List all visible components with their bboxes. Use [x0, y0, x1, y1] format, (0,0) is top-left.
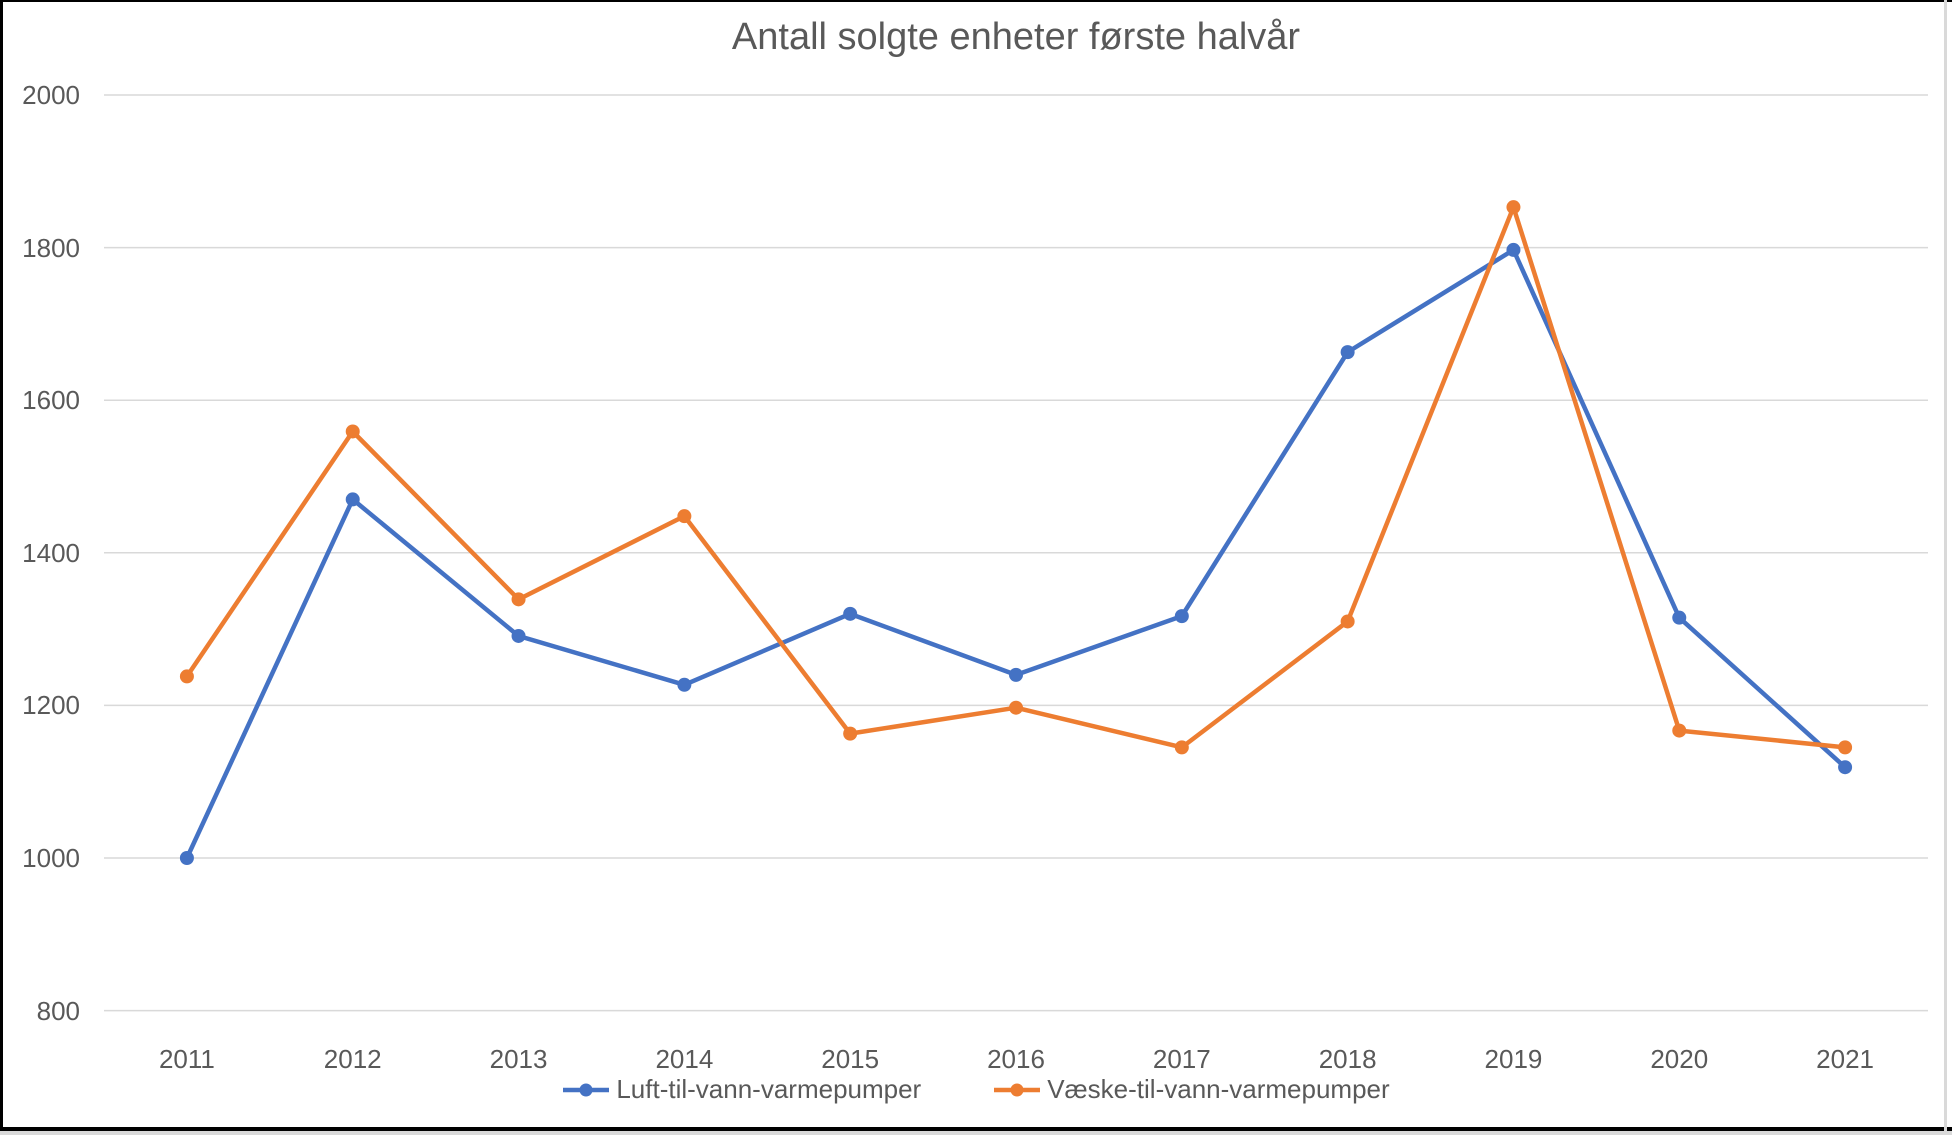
- data-point-0-2018: [1340, 345, 1355, 360]
- data-point-0-2011: [179, 851, 194, 865]
- x-tick-label-2015: 2015: [821, 1044, 880, 1074]
- data-point-1-2020: [1672, 723, 1687, 738]
- x-tick-label-2020: 2020: [1650, 1044, 1709, 1074]
- data-point-1-2019: [1506, 200, 1521, 215]
- series-line-1: [184, 204, 1848, 750]
- legend-line-marker-vaeske-icon: [994, 1083, 1041, 1096]
- data-point-1-2014: [677, 509, 692, 524]
- data-point-1-2013: [511, 592, 526, 607]
- data-point-0-2019: [1506, 242, 1521, 257]
- x-tick-label-2016: 2016: [987, 1044, 1045, 1074]
- series-line-0: [184, 247, 1848, 861]
- legend-label-vaeske-til-vann: Væske-til-vann-varmepumper: [1047, 1074, 1390, 1104]
- data-point-1-2017: [1174, 740, 1189, 755]
- y-tick-label-2000: 2000: [22, 80, 80, 110]
- y-tick-label-1000: 1000: [22, 843, 80, 873]
- data-point-0-2013: [511, 628, 526, 643]
- screenshot-border-bottom-outer: [0, 1131, 1952, 1135]
- legend-item-vaeske-til-vann[interactable]: Væske-til-vann-varmepumper: [993, 1074, 1390, 1105]
- x-tick-label-2014: 2014: [655, 1044, 714, 1074]
- data-point-0-2012: [345, 492, 360, 507]
- x-tick-label-2018: 2018: [1318, 1044, 1377, 1074]
- chart-title: Antall solgte enheter første halvår: [731, 16, 1301, 58]
- y-tick-label-1200: 1200: [22, 690, 80, 721]
- screenshot-border-bottom: [0, 1127, 1952, 1131]
- x-tick-label-2012: 2012: [323, 1044, 382, 1074]
- screenshot-border-top: [0, 0, 1952, 2]
- data-point-1-2012: [345, 424, 360, 439]
- series-markers: [179, 200, 1853, 865]
- data-point-1-2011: [179, 669, 194, 684]
- data-point-1-2015: [843, 726, 858, 741]
- y-tick-label-800: 800: [36, 995, 80, 1026]
- y-tick-label-1400: 1400: [22, 537, 80, 568]
- data-point-0-2014: [677, 677, 692, 692]
- data-point-0-2015: [843, 606, 858, 621]
- legend-item-luft-til-vann[interactable]: Luft-til-vann-varmepumper: [562, 1074, 921, 1105]
- y-tick-label-1600: 1600: [22, 385, 80, 416]
- x-tick-label-2019: 2019: [1484, 1044, 1543, 1074]
- gridlines: [104, 94, 1928, 1012]
- data-point-1-2016: [1009, 700, 1023, 715]
- screenshot-border-left: [0, 0, 3, 1131]
- screenshot-border-right: [1944, 0, 1947, 1131]
- x-tick-label-2021: 2021: [1816, 1044, 1874, 1074]
- data-point-1-2018: [1340, 614, 1355, 629]
- data-point-0-2016: [1009, 667, 1023, 682]
- data-point-1-2021: [1838, 740, 1853, 755]
- x-tick-label-2013: 2013: [489, 1044, 548, 1074]
- series-lines: [184, 204, 1848, 861]
- data-point-0-2020: [1672, 610, 1687, 625]
- legend-label-luft-til-vann: Luft-til-vann-varmepumper: [616, 1074, 922, 1104]
- x-tick-label-2017: 2017: [1152, 1044, 1211, 1074]
- data-point-0-2021: [1838, 760, 1853, 775]
- x-tick-label-2011: 2011: [158, 1044, 215, 1074]
- legend-line-marker-luft-icon: [563, 1083, 610, 1096]
- data-point-0-2017: [1174, 609, 1189, 624]
- legend: Luft-til-vann-varmepumper Væske-til-vann…: [0, 1074, 1952, 1105]
- y-tick-label-1800: 1800: [22, 232, 80, 263]
